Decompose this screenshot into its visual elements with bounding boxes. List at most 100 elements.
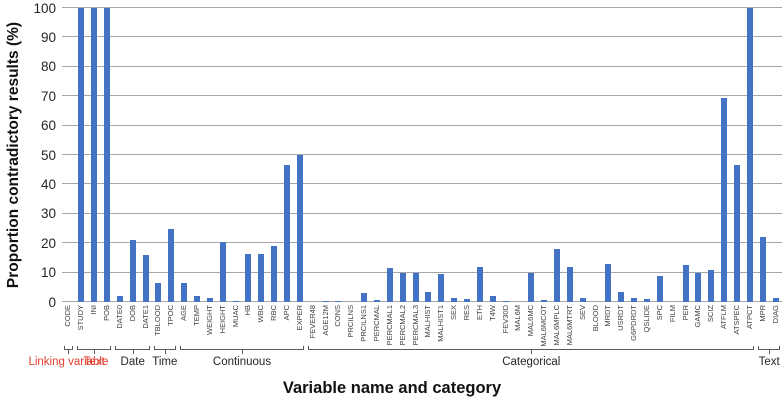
bar-EXPER (296, 155, 303, 302)
bar-STUDY (78, 8, 85, 302)
bar-ETH (476, 266, 483, 302)
bar-POB (104, 8, 110, 302)
x-tick-label-PERCMAL3: PERCMAL3 (410, 305, 420, 346)
bar-TBLOOD (155, 282, 162, 302)
x-tick-label-MAL6MTRT: MAL6MTRT (564, 305, 574, 346)
y-tick-label-20: 20 (40, 235, 56, 251)
bar-USRDT (618, 291, 625, 302)
y-tick-label-100: 100 (33, 0, 56, 16)
bracket-center-tick (769, 350, 771, 354)
plot-area (62, 7, 782, 302)
x-tick-label-WEIGHT: WEIGHT (204, 305, 214, 335)
category-group-label: Categorical (502, 356, 561, 368)
bar-MAL6MCOT (541, 299, 548, 302)
gridline-50 (62, 154, 782, 155)
bracket-line (64, 346, 73, 350)
x-tick-label-MAL6MPLC: MAL6MPLC (552, 305, 561, 346)
bar-APC (284, 165, 290, 302)
bar-DATE1 (142, 254, 149, 302)
bar-HB (245, 253, 252, 302)
x-tick-label-FILM: FILM (667, 305, 677, 323)
gridline-20 (62, 242, 782, 244)
x-tick-label-T4W: T4W (487, 305, 497, 321)
bracket-center-tick (164, 350, 166, 354)
x-tick-label-DOB: DOB (127, 305, 137, 322)
x-tick-label-MPR: MPR (757, 305, 767, 322)
x-tick-label-PERCMAL: PERCMAL (372, 305, 381, 342)
x-tick-label-RES: RES (462, 305, 471, 321)
bar-MAL6MC (528, 272, 535, 302)
gridline-80 (62, 65, 782, 67)
bar-RES (464, 299, 470, 302)
bracket-center-tick (241, 350, 243, 354)
bar-FEV30D (502, 301, 509, 302)
category-group-label: Time (152, 356, 178, 368)
x-tick-label-BLOOD: BLOOD (590, 305, 600, 332)
bracket-line (179, 346, 305, 350)
bracket-center-tick (531, 350, 533, 354)
x-tick-label-MALHIST: MALHIST (423, 305, 433, 338)
bar-PRCILNS1 (361, 293, 368, 302)
x-tick-label-MRDT: MRDT (603, 305, 613, 327)
y-tick-label-70: 70 (40, 88, 56, 104)
bar-CONS (335, 300, 342, 302)
bar-MALHIST (425, 291, 432, 302)
bar-DATE0 (116, 296, 123, 302)
x-tick-label-CONS: CONS (333, 305, 343, 327)
bar-PERCMAL1 (386, 268, 393, 302)
x-tick-label-TPOC: TPOC (166, 305, 176, 326)
y-tick-label-0: 0 (48, 294, 56, 310)
x-tick-label-PER: PER (680, 305, 690, 321)
category-group-label: Continuous (212, 356, 272, 368)
x-tick-label-AGE12M: AGE12M (320, 305, 330, 336)
x-tick-label-FEV30D: FEV30D (500, 305, 510, 334)
x-tick-label-POB: POB (102, 305, 111, 321)
bracket-center-tick (132, 350, 134, 354)
bracket-center-tick (68, 350, 70, 354)
x-tick-label-HB: HB (243, 305, 253, 316)
x-tick-label-ETH: ETH (474, 305, 484, 320)
x-tick-label-FEVER48: FEVER48 (307, 305, 317, 339)
bar-INI (91, 8, 98, 302)
bar-TEMP (194, 296, 200, 302)
x-axis-title: Variable name and category (282, 379, 502, 397)
x-tick-label-TEMP: TEMP (192, 305, 201, 326)
y-tick-label-40: 40 (40, 176, 56, 192)
bar-SCIZ (708, 269, 715, 302)
bar-ATSPEC (734, 165, 740, 302)
bar-G6PDRDT (631, 297, 638, 302)
x-tick-label-MUAC: MUAC (230, 305, 240, 328)
x-tick-label-PRCILNS1: PRCILNS1 (359, 305, 369, 342)
category-group-label: Text (758, 356, 780, 368)
bar-HEIGHT (219, 241, 226, 302)
bar-PER (682, 265, 689, 302)
bracket-line (76, 346, 112, 350)
bar-ATFLM (721, 97, 728, 302)
bar-SEV (579, 297, 586, 302)
x-tick-label-RBC: RBC (269, 305, 279, 321)
bar-PERCMAL2 (399, 272, 406, 302)
x-tick-label-USRDT: USRDT (616, 305, 626, 331)
x-tick-label-ATFLM: ATFLM (719, 305, 729, 330)
bar-SPC (656, 275, 663, 302)
x-tick-label-STUDY: STUDY (76, 305, 86, 331)
y-tick-label-30: 30 (40, 206, 56, 222)
y-tick-label-60: 60 (40, 118, 56, 134)
x-tick-label-MALHIST1: MALHIST1 (436, 305, 446, 342)
x-tick-label-CODE: CODE (63, 305, 73, 327)
x-tick-label-INI: INI (89, 305, 99, 315)
x-tick-label-DATE1: DATE1 (140, 305, 150, 329)
bar-AGE (181, 282, 188, 302)
gridline-10 (62, 271, 782, 273)
bar-TPOC (168, 228, 175, 302)
gridline-60 (62, 124, 782, 126)
x-tick-label-MAL6MC: MAL6MC (526, 305, 536, 337)
x-tick-label-SEV: SEV (577, 305, 587, 321)
bracket-line (115, 346, 150, 350)
x-tick-label-PERCMAL2: PERCMAL2 (397, 305, 407, 346)
bar-MALHIST1 (438, 274, 445, 302)
x-tick-label-AGE: AGE (179, 305, 189, 321)
bar-DOB (129, 240, 136, 302)
y-tick-label-10: 10 (40, 265, 56, 281)
